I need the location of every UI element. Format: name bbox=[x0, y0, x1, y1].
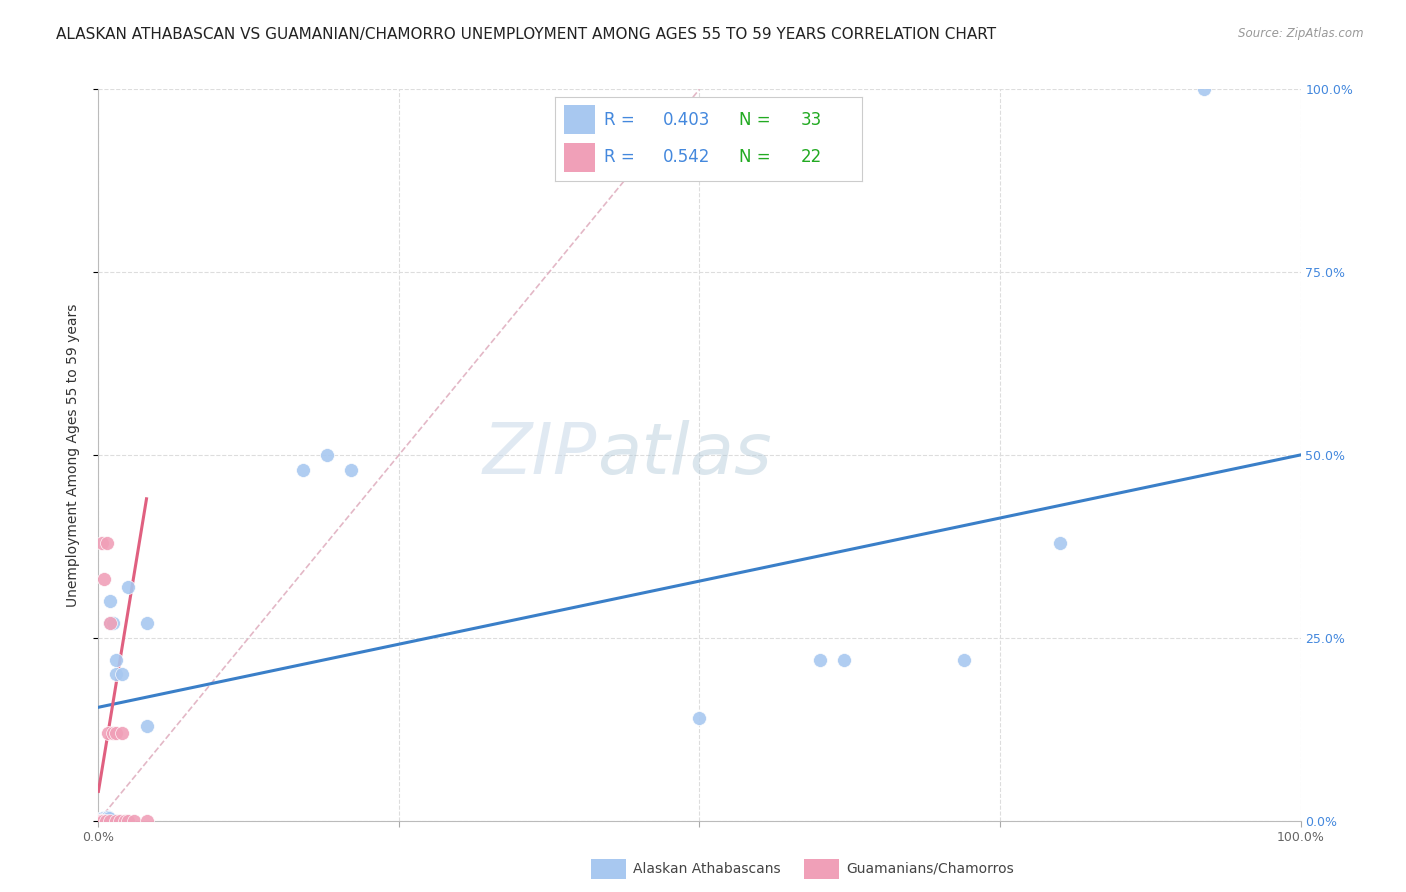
Point bbox=[91, 814, 114, 828]
Point bbox=[124, 814, 146, 828]
Point bbox=[108, 814, 131, 828]
Point bbox=[100, 616, 122, 631]
Point bbox=[90, 814, 112, 828]
Point bbox=[94, 814, 117, 828]
Text: ZIP: ZIP bbox=[482, 420, 598, 490]
Text: Guamanians/Chamorros: Guamanians/Chamorros bbox=[846, 862, 1014, 876]
Y-axis label: Unemployment Among Ages 55 to 59 years: Unemployment Among Ages 55 to 59 years bbox=[66, 303, 80, 607]
Point bbox=[111, 726, 134, 740]
Point bbox=[111, 667, 134, 681]
Point bbox=[87, 814, 110, 828]
Point bbox=[105, 814, 128, 828]
Point bbox=[1049, 535, 1071, 549]
Point bbox=[87, 814, 110, 828]
Text: atlas: atlas bbox=[598, 420, 772, 490]
Point bbox=[93, 812, 115, 826]
Point bbox=[90, 814, 112, 828]
Point bbox=[100, 594, 122, 608]
Text: Source: ZipAtlas.com: Source: ZipAtlas.com bbox=[1239, 27, 1364, 40]
Point bbox=[91, 812, 114, 826]
Text: Alaskan Athabascans: Alaskan Athabascans bbox=[633, 862, 780, 876]
Point bbox=[87, 812, 110, 826]
Point bbox=[117, 580, 139, 594]
Point bbox=[100, 814, 122, 828]
Point bbox=[91, 814, 114, 828]
Point bbox=[135, 718, 157, 732]
Point bbox=[101, 616, 124, 631]
Point bbox=[135, 616, 157, 631]
Point bbox=[953, 653, 976, 667]
Point bbox=[114, 814, 136, 828]
Point bbox=[117, 814, 139, 828]
Point bbox=[135, 814, 157, 828]
Text: ALASKAN ATHABASCAN VS GUAMANIAN/CHAMORRO UNEMPLOYMENT AMONG AGES 55 TO 59 YEARS : ALASKAN ATHABASCAN VS GUAMANIAN/CHAMORRO… bbox=[56, 27, 997, 42]
Point bbox=[87, 814, 110, 828]
Point bbox=[91, 814, 114, 828]
Point bbox=[105, 726, 128, 740]
Point bbox=[105, 653, 128, 667]
Point bbox=[96, 812, 118, 826]
Point bbox=[1194, 82, 1216, 96]
Point bbox=[105, 667, 128, 681]
Point bbox=[87, 814, 110, 828]
Point bbox=[87, 814, 110, 828]
Point bbox=[90, 812, 112, 826]
Point bbox=[93, 572, 115, 586]
Point bbox=[315, 448, 337, 462]
Point bbox=[97, 726, 120, 740]
Point bbox=[87, 814, 110, 828]
Point bbox=[808, 653, 831, 667]
Point bbox=[291, 462, 314, 476]
Point bbox=[100, 616, 122, 631]
Point bbox=[832, 653, 855, 667]
Point bbox=[90, 814, 112, 828]
Point bbox=[101, 726, 124, 740]
Point bbox=[96, 535, 118, 549]
Point bbox=[340, 462, 363, 476]
Point bbox=[689, 711, 711, 725]
Point bbox=[91, 535, 114, 549]
Point bbox=[94, 814, 117, 828]
Point bbox=[97, 810, 120, 824]
Point bbox=[97, 814, 120, 828]
Point bbox=[98, 812, 121, 826]
